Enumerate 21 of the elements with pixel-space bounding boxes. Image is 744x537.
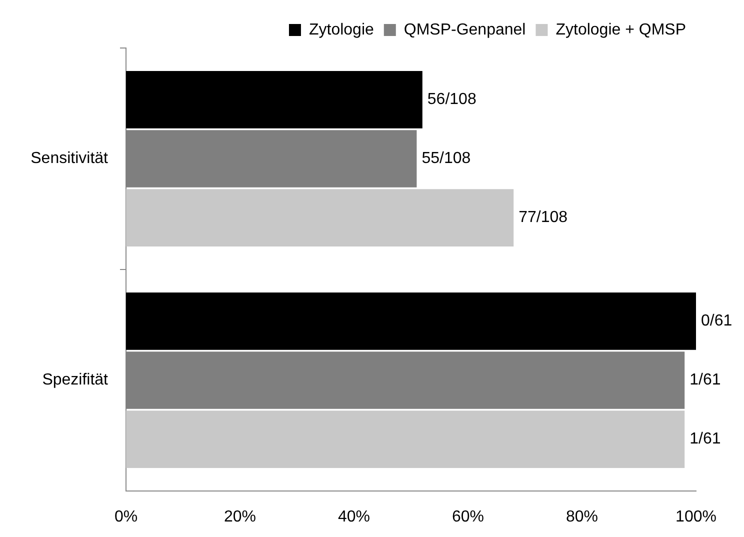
x-tick-label: 100%: [676, 508, 716, 526]
bar: [126, 189, 514, 246]
data-label: 55/108: [422, 150, 471, 168]
x-tick-label: 60%: [452, 508, 484, 526]
x-tick-label: 0%: [114, 508, 138, 526]
bar: [126, 71, 422, 128]
legend-label: Zytologie + QMSP: [556, 21, 686, 38]
bar: [126, 410, 685, 468]
legend-label: QMSP-Genpanel: [404, 21, 526, 38]
data-label: 56/108: [427, 91, 476, 108]
y-tick-label: Sensitivität: [30, 150, 109, 168]
bar: [126, 292, 696, 350]
y-tick-label: Spezifität: [42, 372, 109, 389]
data-label: 1/61: [690, 372, 721, 389]
x-tick-label: 20%: [224, 508, 256, 526]
legend-label: Zytologie: [308, 21, 374, 38]
x-tick-label: 40%: [338, 508, 370, 526]
data-label: 1/61: [690, 430, 721, 448]
x-tick-label: 80%: [566, 508, 598, 526]
data-label: 77/108: [518, 209, 568, 226]
data-label: 0/61: [701, 312, 732, 330]
